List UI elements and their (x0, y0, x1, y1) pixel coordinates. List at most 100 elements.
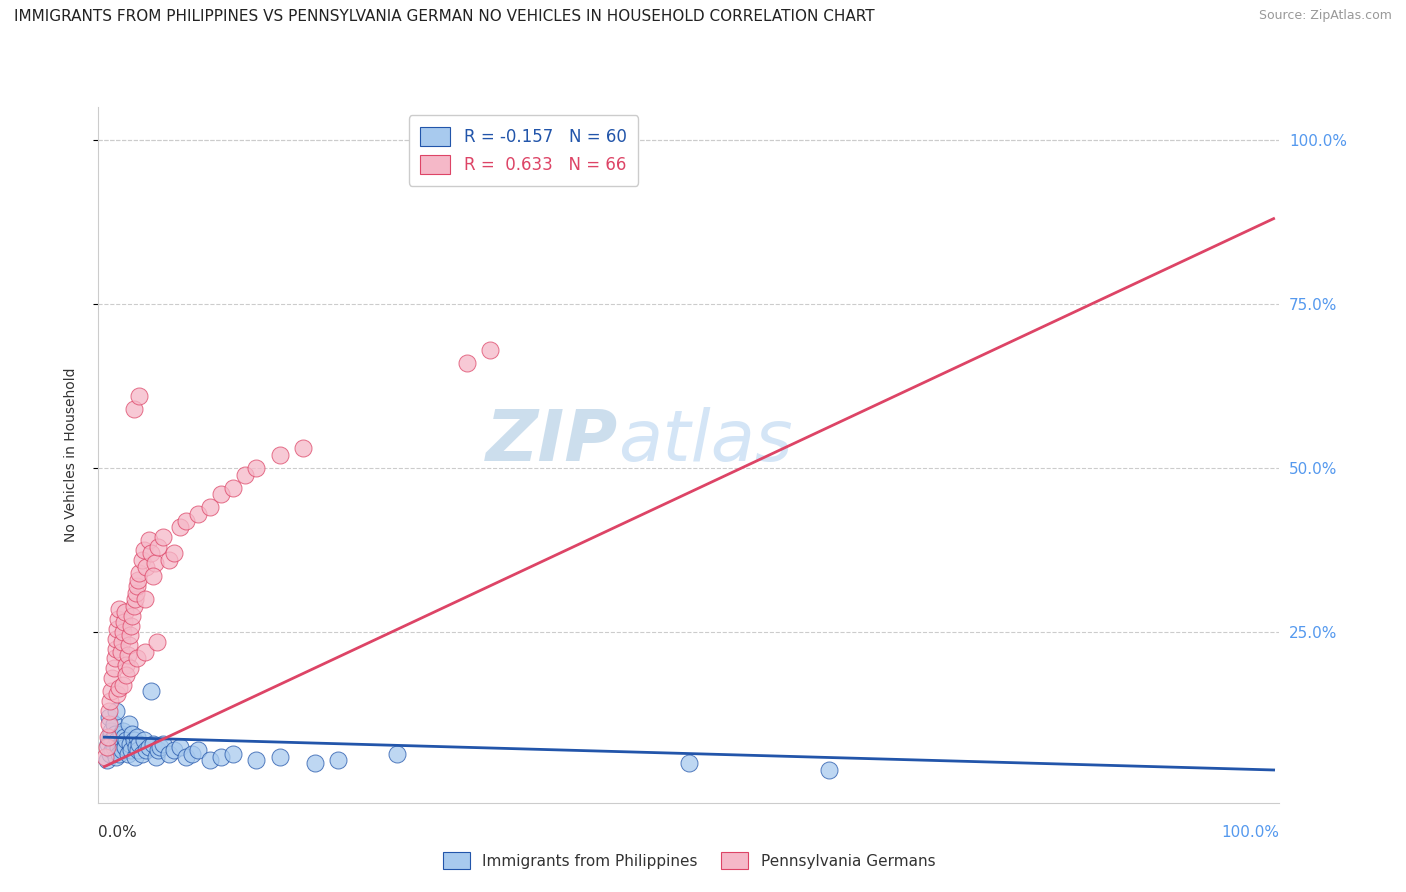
Point (142, 569, 165, 583)
Point (98, 730, 121, 744)
Point (97, 710, 120, 724)
Point (142, 737, 165, 751)
Point (149, 739, 172, 754)
Point (118, 661, 141, 675)
Text: IMMIGRANTS FROM PHILIPPINES VS PENNSYLVANIA GERMAN NO VEHICLES IN HOUSEHOLD CORR: IMMIGRANTS FROM PHILIPPINES VS PENNSYLVA… (14, 9, 875, 24)
Point (131, 747, 153, 761)
Point (128, 566, 150, 580)
Point (97, 704, 120, 718)
Point (100, 723, 122, 738)
Point (145, 749, 167, 764)
Point (132, 543, 155, 558)
Text: ZIP: ZIP (486, 407, 619, 475)
Point (125, 730, 148, 744)
Point (456, 356, 478, 370)
Point (111, 743, 134, 757)
Point (245, 461, 267, 475)
Point (135, 743, 157, 757)
Point (269, 448, 291, 462)
Point (132, 733, 155, 747)
Legend: R = -0.157   N = 60, R =  0.633   N = 66: R = -0.157 N = 60, R = 0.633 N = 66 (409, 115, 638, 186)
Point (107, 739, 129, 754)
Point (678, 756, 700, 771)
Point (385, 747, 408, 761)
Point (245, 753, 267, 767)
Point (157, 747, 180, 761)
Point (103, 661, 125, 675)
Point (100, 684, 122, 698)
Point (304, 756, 326, 771)
Point (121, 727, 143, 741)
Text: Source: ZipAtlas.com: Source: ZipAtlas.com (1258, 9, 1392, 22)
Point (152, 737, 174, 751)
Point (222, 747, 245, 761)
Point (103, 717, 125, 731)
Point (124, 749, 146, 764)
Point (181, 747, 204, 761)
Point (104, 632, 127, 646)
Point (198, 500, 221, 515)
Point (146, 635, 169, 649)
Point (104, 727, 127, 741)
Point (118, 638, 141, 652)
Point (125, 651, 148, 665)
Point (117, 747, 139, 761)
Point (104, 749, 127, 764)
Text: 0.0%: 0.0% (98, 825, 138, 840)
Point (118, 737, 141, 751)
Point (97, 730, 120, 744)
Point (146, 540, 169, 554)
Point (131, 553, 153, 567)
Point (479, 343, 502, 357)
Point (157, 553, 180, 567)
Point (139, 546, 162, 560)
Point (198, 753, 221, 767)
Point (209, 749, 232, 764)
Point (101, 743, 124, 757)
Point (134, 592, 156, 607)
Point (125, 739, 148, 754)
Point (101, 733, 124, 747)
Point (134, 645, 156, 659)
Point (111, 737, 134, 751)
Point (269, 749, 291, 764)
Point (152, 530, 174, 544)
Point (187, 507, 209, 521)
Point (125, 579, 148, 593)
Point (138, 739, 160, 754)
Point (97, 717, 120, 731)
Legend: Immigrants from Philippines, Pennsylvania Germans: Immigrants from Philippines, Pennsylvani… (437, 846, 941, 875)
Point (104, 651, 127, 665)
Point (146, 743, 169, 757)
Text: 100.0%: 100.0% (1222, 825, 1279, 840)
Point (97, 737, 120, 751)
Point (114, 739, 136, 754)
Y-axis label: No Vehicles in Household: No Vehicles in Household (63, 368, 77, 542)
Point (108, 602, 131, 616)
Point (122, 599, 145, 613)
Point (112, 730, 135, 744)
Point (108, 747, 131, 761)
Point (169, 520, 191, 534)
Point (111, 723, 134, 738)
Point (115, 668, 138, 682)
Point (112, 615, 135, 630)
Point (121, 608, 143, 623)
Point (222, 481, 245, 495)
Point (138, 533, 160, 548)
Point (111, 678, 134, 692)
Point (209, 487, 232, 501)
Point (174, 749, 197, 764)
Point (115, 657, 138, 672)
Point (104, 641, 127, 656)
Point (108, 681, 131, 695)
Point (124, 592, 146, 607)
Point (111, 625, 134, 640)
Point (94, 749, 117, 764)
Point (117, 648, 139, 662)
Point (135, 559, 157, 574)
Point (114, 606, 136, 620)
Point (110, 645, 132, 659)
Point (292, 442, 315, 456)
Point (105, 688, 128, 702)
